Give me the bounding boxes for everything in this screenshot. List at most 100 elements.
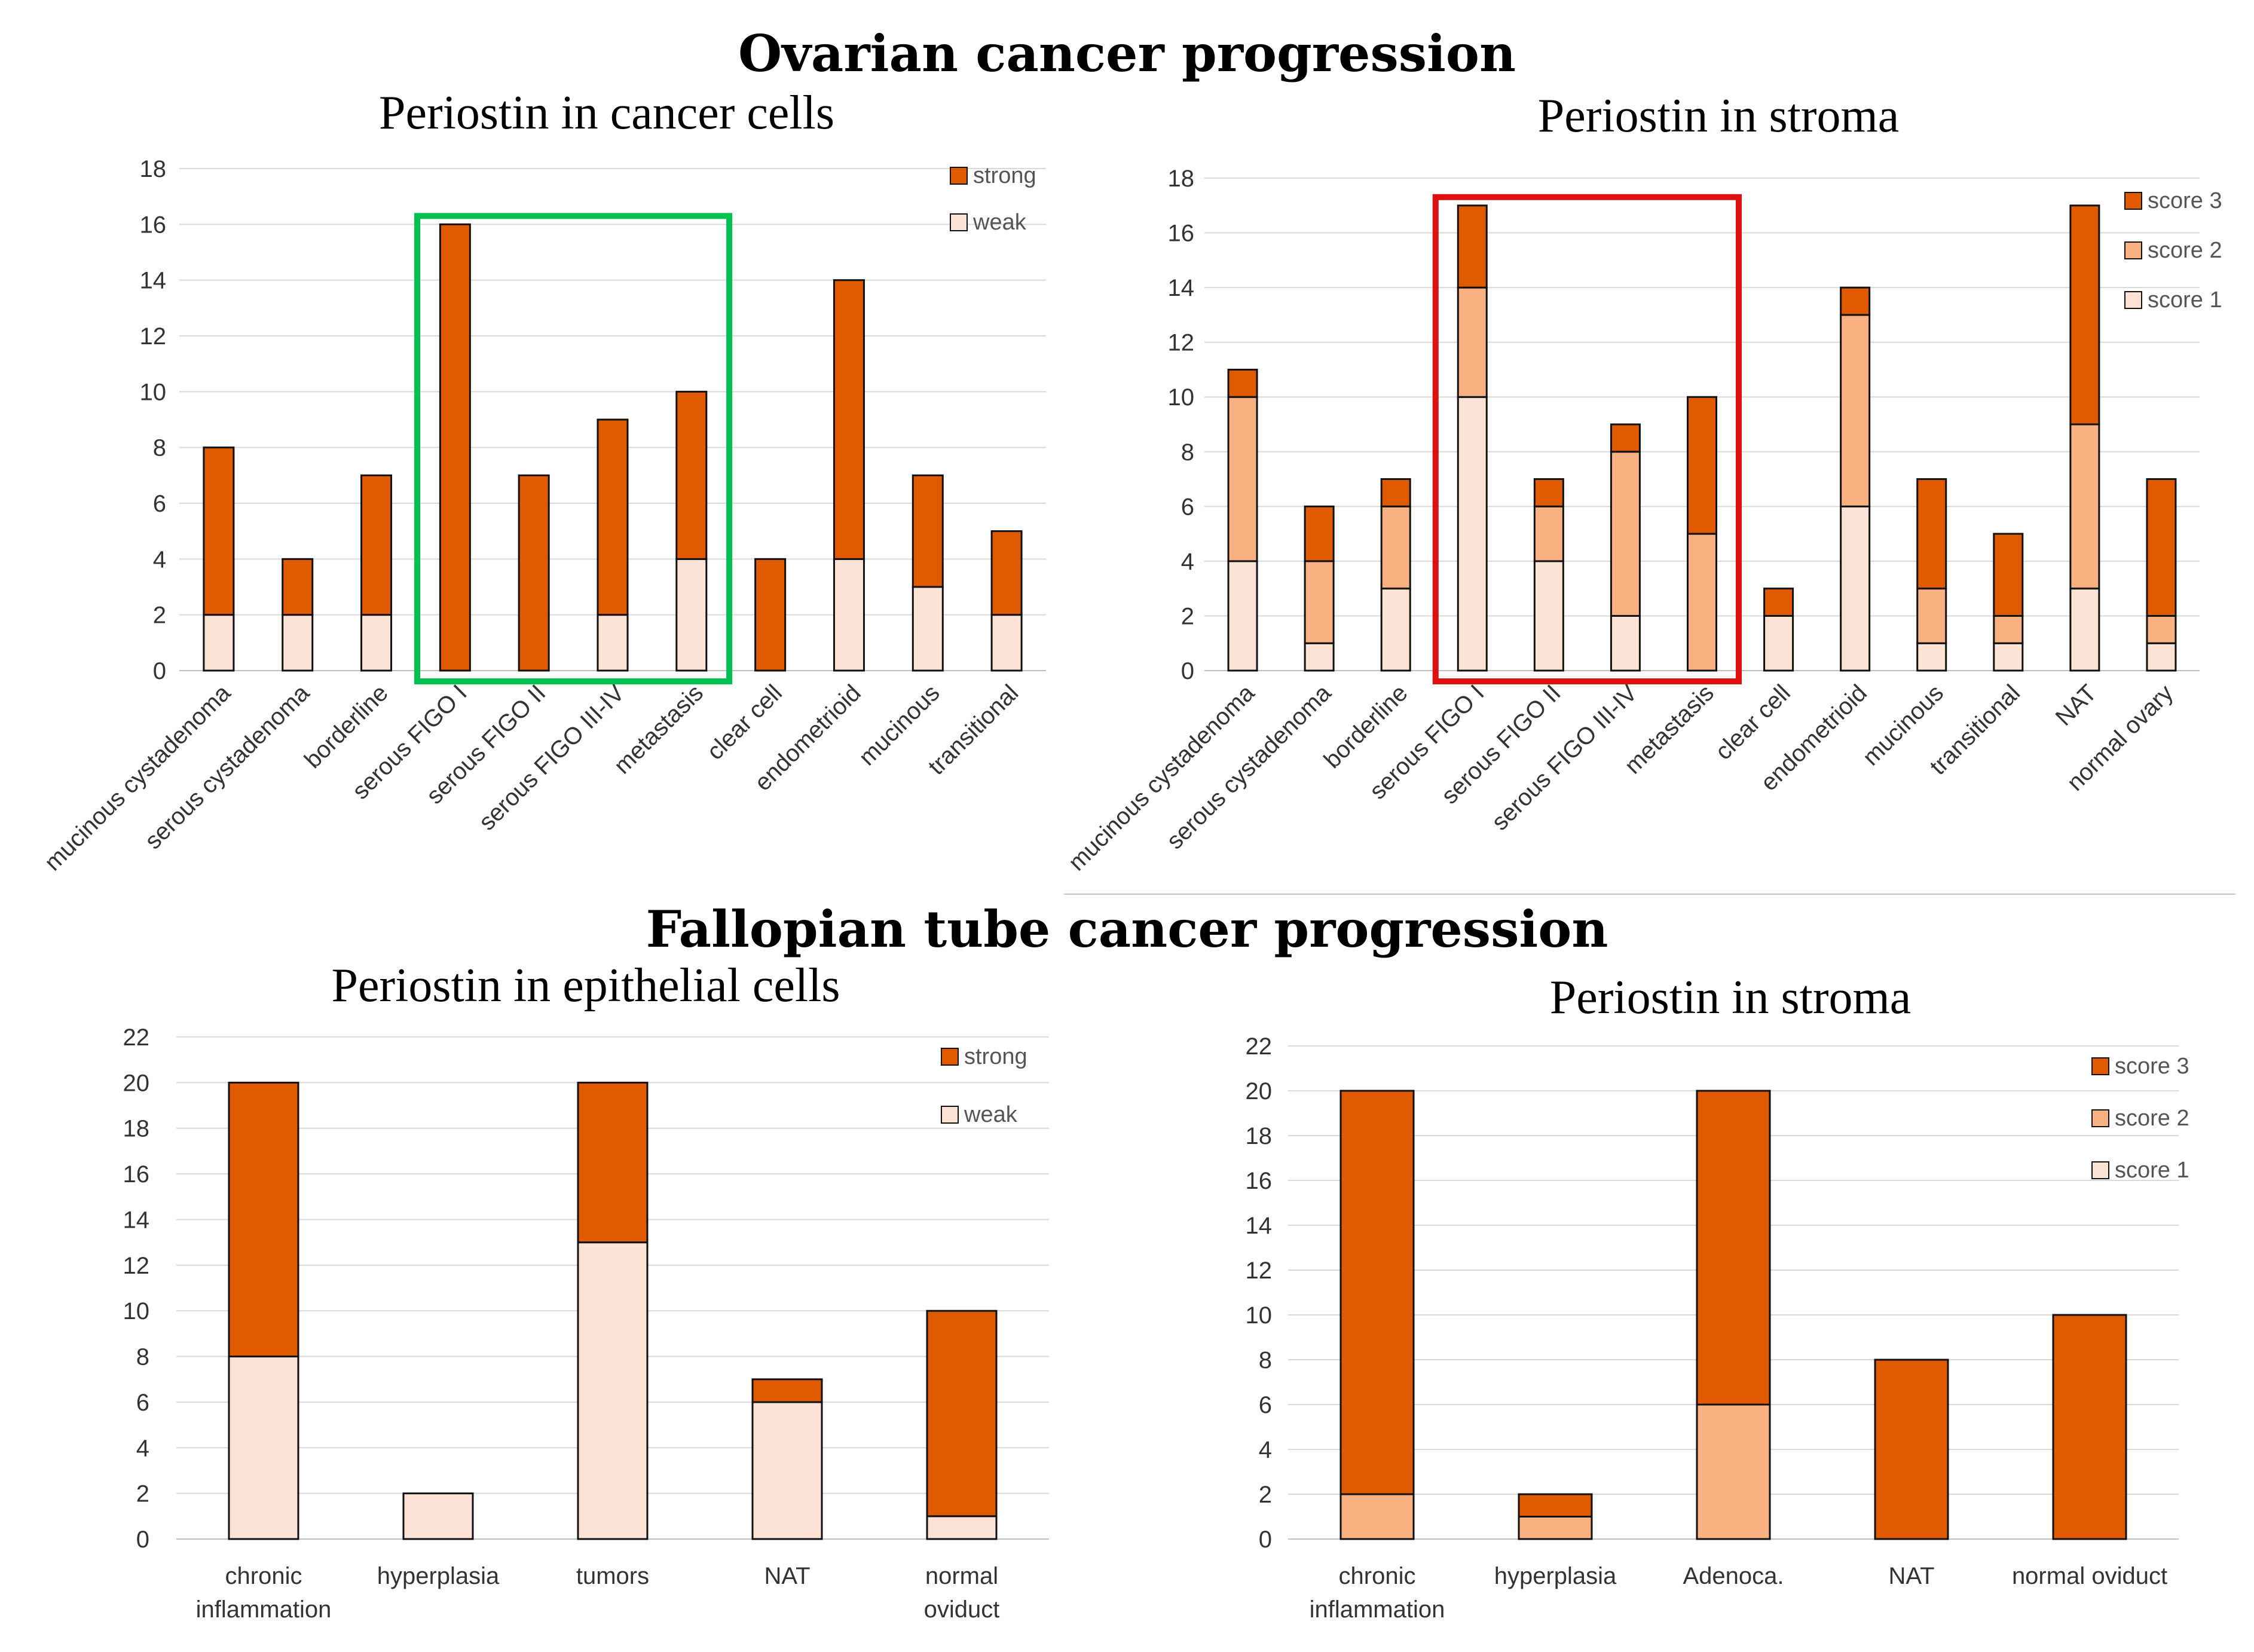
bar-score-1-endometrioid <box>1840 505 1871 672</box>
bar-weak-mucinous-cystadenoma <box>203 614 235 672</box>
category-label: NAT <box>764 1563 810 1589</box>
bar-strong-serous-figo-ii <box>518 474 550 672</box>
category-label: chronic <box>1339 1563 1416 1589</box>
bar-weak-chronic-inflammation <box>228 1356 299 1540</box>
y-tick-label: 16 <box>123 1161 150 1188</box>
bar-score-3-adenoca <box>1696 1090 1771 1406</box>
fallopian-section-title: Fallopian tube cancer progression <box>646 900 1608 959</box>
bar-weak-normal-oviduct <box>926 1515 998 1540</box>
y-tick-label: 22 <box>1246 1033 1273 1060</box>
y-tick-label: 18 <box>1246 1123 1273 1149</box>
category-label: inflammation <box>1310 1596 1445 1623</box>
y-tick-label: 0 <box>136 1526 149 1553</box>
legend-swatch-strong <box>941 1048 959 1066</box>
bar-score-2-endometrioid <box>1840 314 1871 507</box>
y-tick-label: 4 <box>1181 549 1194 575</box>
y-tick-label: 14 <box>140 268 167 294</box>
chart-title: Periostin in cancer cells <box>379 87 834 139</box>
chart-title: Periostin in stroma <box>1550 971 1911 1024</box>
category-label: chronic <box>225 1563 302 1589</box>
bar-score-2-serous-figo-i <box>1457 286 1488 398</box>
bar-weak-mucinous <box>912 586 944 672</box>
legend-label-weak: weak <box>964 1102 1018 1127</box>
bar-score-3-clear-cell <box>1763 588 1794 617</box>
bar-weak-endometrioid <box>833 558 865 672</box>
bar-score-1-mucinous-cystadenoma <box>1227 560 1258 672</box>
y-tick-label: 6 <box>136 1390 149 1416</box>
bar-weak-serous-figo-iii-iv <box>597 614 629 672</box>
y-tick-label: 2 <box>1259 1482 1272 1508</box>
y-tick-label: 14 <box>1246 1213 1273 1239</box>
legend-label-score-1: score 1 <box>2115 1158 2189 1183</box>
highlight-box <box>414 213 733 685</box>
y-tick-label: 2 <box>1181 603 1194 629</box>
bar-weak-nat <box>751 1401 823 1540</box>
legend-label-strong: strong <box>973 163 1036 188</box>
bar-score-3-chronic-inflammation <box>1339 1090 1415 1495</box>
y-tick-label: 14 <box>1168 275 1195 301</box>
bar-score-3-normal-ovary <box>2146 478 2177 617</box>
bar-score-1-serous-cystadenoma <box>1304 642 1335 672</box>
y-tick-label: 8 <box>1181 439 1194 466</box>
bar-score-1-serous-figo-iii-iv <box>1610 614 1641 672</box>
legend-swatch-score-2 <box>2124 241 2142 259</box>
bar-weak-borderline <box>360 614 393 672</box>
category-label: normal oviduct <box>2012 1563 2167 1589</box>
bar-strong-endometrioid <box>833 279 865 560</box>
legend-label-weak: weak <box>972 210 1027 235</box>
bar-strong-serous-figo-iii-iv <box>597 418 629 616</box>
bar-score-1-serous-figo-ii <box>1533 560 1564 672</box>
y-tick-label: 8 <box>136 1344 149 1370</box>
bar-strong-borderline <box>360 474 393 616</box>
legend-label-strong: strong <box>964 1044 1027 1069</box>
bar-score-3-nat <box>1874 1359 1949 1540</box>
bar-score-2-borderline <box>1380 505 1411 590</box>
y-tick-label: 0 <box>153 658 166 684</box>
chart-fallopian-epithelial: Periostin in epithelial cells 0 2 4 6 8 10 12 14… <box>123 959 1049 1623</box>
category-label: Adenoca. <box>1683 1563 1784 1589</box>
y-tick-label: 4 <box>136 1435 149 1461</box>
bar-strong-serous-figo-i <box>439 223 471 672</box>
bar-strong-metastasis <box>675 390 708 560</box>
bar-strong-chronic-inflammation <box>228 1081 299 1358</box>
bar-score-3-metastasis <box>1687 396 1717 535</box>
bar-score-2-adenoca <box>1696 1403 1771 1540</box>
legend-swatch-strong <box>950 167 968 185</box>
ovarian-section-title: Ovarian cancer progression <box>738 24 1516 83</box>
bar-strong-tumors <box>577 1081 649 1244</box>
category-label: hyperplasia <box>1494 1563 1617 1589</box>
y-tick-label: 12 <box>123 1253 150 1279</box>
bar-strong-mucinous <box>912 474 944 588</box>
y-tick-label: 12 <box>1246 1258 1273 1284</box>
legend-label-score-1: score 1 <box>2148 287 2222 313</box>
bar-strong-clear-cell <box>754 558 787 672</box>
bar-score-2-metastasis <box>1687 533 1717 672</box>
chart-ovarian-cancer-cells: Periostin in cancer cells 0 2 4 6 8 10 12 14 16 18… <box>39 87 1046 876</box>
bar-score-3-mucinous-cystadenoma <box>1227 368 1258 398</box>
category-label: serous FIGO III-IV <box>1487 680 1643 836</box>
bar-strong-mucinous-cystadenoma <box>203 446 235 616</box>
bar-score-1-borderline <box>1380 588 1411 672</box>
chart-title: Periostin in epithelial cells <box>332 959 840 1012</box>
bar-weak-tumors <box>577 1241 649 1540</box>
y-tick-label: 10 <box>140 379 167 405</box>
y-tick-label: 0 <box>1259 1526 1272 1553</box>
y-tick-label: 6 <box>153 491 166 517</box>
bar-strong-serous-cystadenoma <box>282 558 314 616</box>
category-label: hyperplasia <box>377 1563 500 1589</box>
category-label: NAT <box>1888 1563 1934 1589</box>
chart-fallopian-stroma: Periostin in stroma 0 2 4 6 8 10 12 14 16 18 20 22 ch… <box>1246 971 2189 1623</box>
bar-score-2-normal-ovary <box>2146 614 2177 644</box>
bar-score-1-mucinous <box>1916 642 1947 672</box>
bar-strong-transitional <box>990 530 1023 616</box>
bar-weak-metastasis <box>675 558 708 672</box>
bar-score-3-mucinous <box>1916 478 1947 590</box>
y-tick-label: 10 <box>1168 384 1195 411</box>
bar-score-3-transitional <box>1993 533 2024 617</box>
y-tick-label: 2 <box>153 602 166 629</box>
bar-score-1-serous-figo-i <box>1457 396 1488 672</box>
y-tick-label: 6 <box>1181 494 1194 520</box>
bar-score-3-serous-figo-iii-iv <box>1610 423 1641 453</box>
chart-title: Periostin in stroma <box>1538 90 1899 142</box>
y-tick-label: 16 <box>1246 1168 1273 1194</box>
